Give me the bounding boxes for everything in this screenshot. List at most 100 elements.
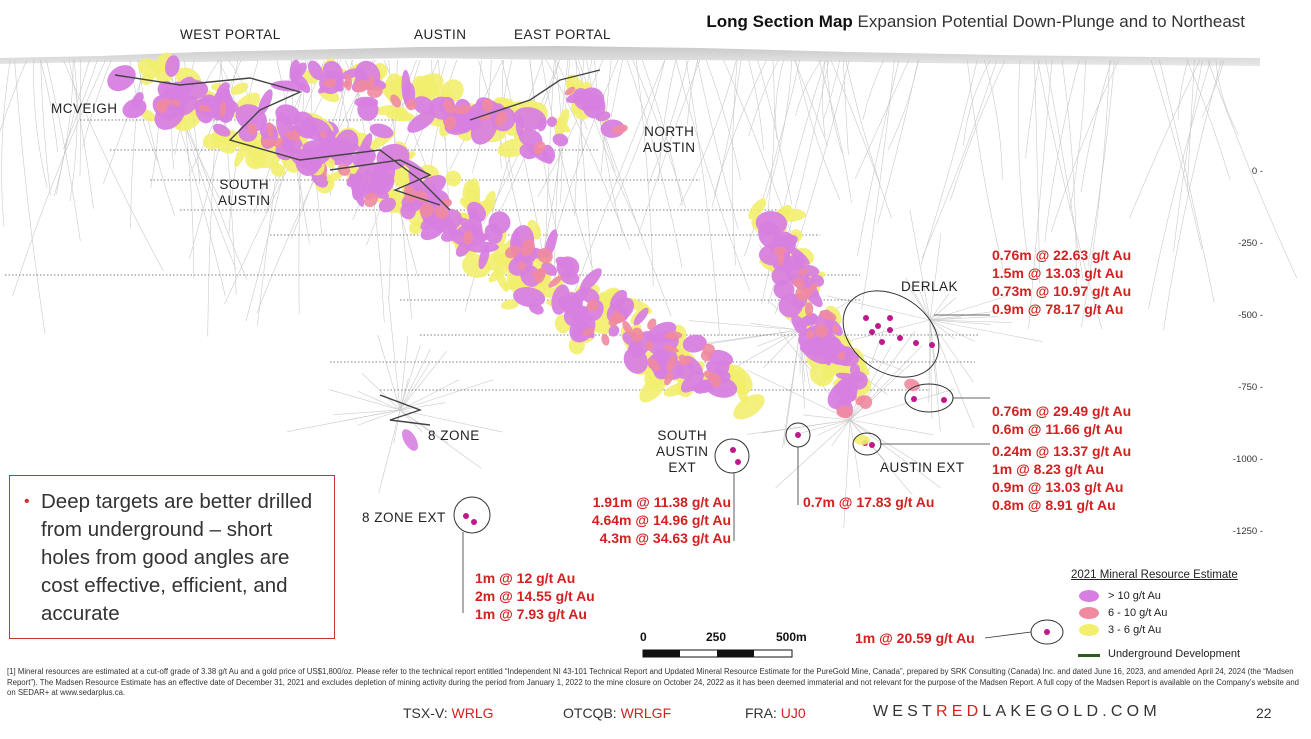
drill-trace xyxy=(775,419,851,489)
ore-shape xyxy=(342,80,351,88)
ore-shape xyxy=(694,379,712,394)
ore-shape xyxy=(680,370,705,393)
ore-shape xyxy=(797,268,808,276)
zone-label-mcveigh: MCVEIGH xyxy=(51,101,118,116)
website-link[interactable]: WESTREDLAKEGOLD.COM xyxy=(873,703,1161,721)
drill-trace xyxy=(1173,59,1203,252)
ore-shape xyxy=(141,109,156,122)
ore-shape xyxy=(666,356,676,372)
drill-trace xyxy=(54,59,74,197)
intercepts-south-austin-ext: 1.91m @ 11.38 g/t Au 4.64m @ 14.96 g/t A… xyxy=(580,493,731,547)
drill-trace xyxy=(929,293,950,321)
drill-trace xyxy=(756,329,801,347)
drill-trace xyxy=(1045,59,1084,282)
ore-shape xyxy=(353,79,369,93)
ore-shape xyxy=(434,205,449,219)
ore-shape xyxy=(471,519,477,525)
drill-trace xyxy=(929,319,940,396)
long-section-map xyxy=(0,46,1298,658)
ore-shape xyxy=(385,110,415,122)
ore-shape xyxy=(735,372,748,404)
drill-trace xyxy=(696,59,739,229)
drill-trace xyxy=(1025,59,1040,159)
page-number: 22 xyxy=(1256,705,1272,721)
intercept: 0.76m @ 22.63 g/t Au xyxy=(992,247,1132,263)
ore-shape xyxy=(157,80,177,100)
drill-trace xyxy=(1061,59,1077,285)
drill-trace xyxy=(189,59,239,259)
zone-label-east-portal: EAST PORTAL xyxy=(514,27,612,42)
drill-trace xyxy=(919,289,931,321)
ore-shape xyxy=(481,98,494,112)
surface-topography xyxy=(0,46,1260,66)
ore-shape xyxy=(678,354,687,362)
ore-shape xyxy=(586,299,599,312)
drill-trace xyxy=(845,59,880,181)
ore-shape xyxy=(897,335,903,341)
ore-shape xyxy=(836,405,853,419)
ore-shape xyxy=(247,122,257,135)
drill-trace xyxy=(795,59,841,201)
ore-shape xyxy=(887,327,893,333)
ore-shape xyxy=(837,351,846,361)
ore-shape xyxy=(555,256,576,271)
drill-trace xyxy=(1150,59,1203,250)
ore-shape xyxy=(887,315,893,321)
intercept: 1m @ 12 g/t Au xyxy=(475,570,576,586)
ore-shape xyxy=(219,101,227,118)
intercepts-8-zone-ext: 1m @ 12 g/t Au 2m @ 14.55 g/t Au 1m @ 7.… xyxy=(475,569,595,623)
ore-shape xyxy=(478,245,490,270)
drill-trace xyxy=(393,409,401,444)
drill-trace xyxy=(909,210,931,321)
ore-shape xyxy=(366,76,375,89)
depth-tick: -750 - xyxy=(1238,382,1263,393)
drill-trace xyxy=(377,334,401,411)
drill-trace xyxy=(818,59,852,203)
drill-trace xyxy=(328,389,401,411)
ore-shape xyxy=(613,310,621,324)
legend-swatch-mid xyxy=(1079,607,1099,619)
ore-shape xyxy=(518,261,526,271)
drill-trace xyxy=(688,320,801,331)
intercept: 4.64m @ 14.96 g/t Au xyxy=(591,512,731,528)
ore-shape xyxy=(405,99,417,111)
ore-shape xyxy=(376,143,410,170)
drill-trace xyxy=(843,419,851,528)
south-austin-ext-line3: EXT xyxy=(668,460,697,475)
drill-trace xyxy=(257,59,293,326)
intercept: 0.8m @ 8.91 g/t Au xyxy=(992,497,1116,513)
legend-swatch-low xyxy=(1079,624,1099,636)
ore-shape xyxy=(454,105,472,115)
ore-shape xyxy=(165,55,180,77)
site-part: WEST xyxy=(873,703,937,720)
drill-trace xyxy=(608,59,623,131)
drill-trace xyxy=(849,362,913,421)
drill-trace xyxy=(1207,59,1298,279)
drill-trace xyxy=(1028,59,1053,329)
title-subtitle: Expansion Potential Down-Plunge and to N… xyxy=(857,12,1245,31)
ore-shape xyxy=(647,357,660,371)
ore-shape xyxy=(369,123,394,139)
drill-trace xyxy=(748,59,764,151)
drill-trace xyxy=(817,419,851,436)
ore-shape xyxy=(137,58,161,79)
drill-trace xyxy=(929,233,942,321)
zone-label-west-portal: WEST PORTAL xyxy=(180,27,281,42)
ore-shape xyxy=(941,397,947,403)
ore-shape xyxy=(488,211,511,234)
legend-item: 6 - 10 g/t Au xyxy=(1108,607,1168,619)
ore-shape xyxy=(174,95,198,116)
drill-trace xyxy=(1050,59,1119,233)
ticker-tsx: TSX-V: WRLG xyxy=(403,705,494,721)
ore-shape xyxy=(170,99,181,107)
drill-trace xyxy=(137,59,175,216)
drill-trace xyxy=(399,409,503,433)
ore-shape xyxy=(778,293,804,318)
ore-shape xyxy=(513,107,547,130)
drill-trace xyxy=(638,59,701,235)
drill-trace xyxy=(905,277,931,321)
ore-shape xyxy=(806,329,815,339)
callout-text: Deep targets are better drilled from und… xyxy=(41,490,313,625)
footnote: [1] Mineral resources are estimated at a… xyxy=(7,667,1300,698)
ticker-label: FRA: xyxy=(745,705,777,721)
